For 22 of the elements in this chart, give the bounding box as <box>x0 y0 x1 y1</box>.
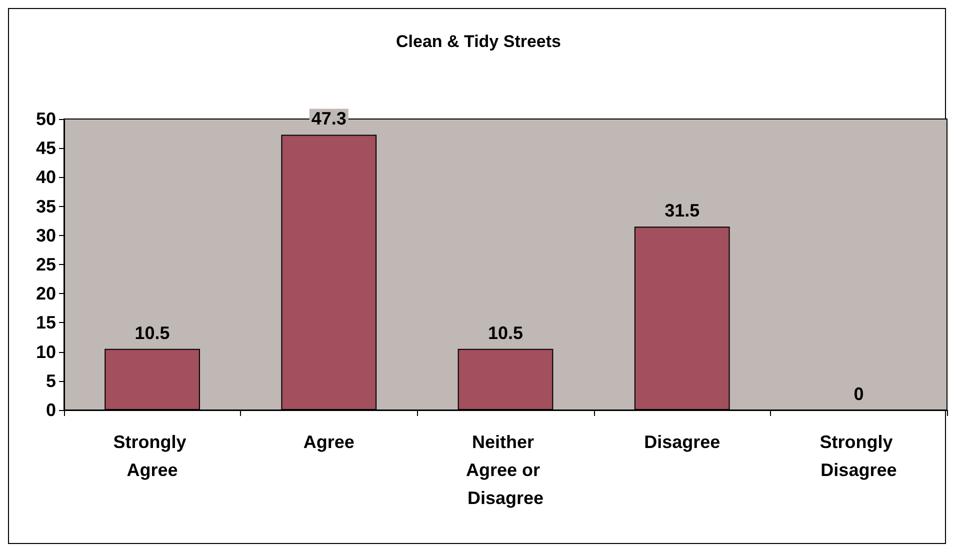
chart-title: Clean & Tidy Streets <box>396 32 562 51</box>
y-tick-label: 45 <box>36 138 56 158</box>
data-label: 31.5 <box>664 200 700 221</box>
y-tick-label: 20 <box>36 284 56 304</box>
data-label: 47.3 <box>311 108 346 129</box>
y-tick-label: 0 <box>46 400 56 420</box>
y-tick-label: 30 <box>36 225 56 246</box>
x-tick-label: Disagree <box>644 432 720 452</box>
x-tick-label: Strongly Agree <box>113 432 192 480</box>
y-tick-label: 35 <box>36 196 56 216</box>
y-tick-label: 10 <box>36 342 56 362</box>
y-tick-label: 5 <box>46 370 56 391</box>
x-tick-label: Strongly Disagree <box>820 432 898 480</box>
y-tick-label: 15 <box>36 312 56 333</box>
data-label: 10.5 <box>134 322 170 343</box>
x-tick-label: Agree <box>303 432 354 452</box>
y-tick-label: 25 <box>36 254 56 274</box>
y-tick-label: 40 <box>36 167 56 188</box>
data-label: 10.5 <box>488 322 524 343</box>
y-tick-label: 50 <box>36 109 56 129</box>
x-tick-label: Neither Agree or Disagree <box>466 432 546 508</box>
data-label: 0 <box>854 384 864 404</box>
